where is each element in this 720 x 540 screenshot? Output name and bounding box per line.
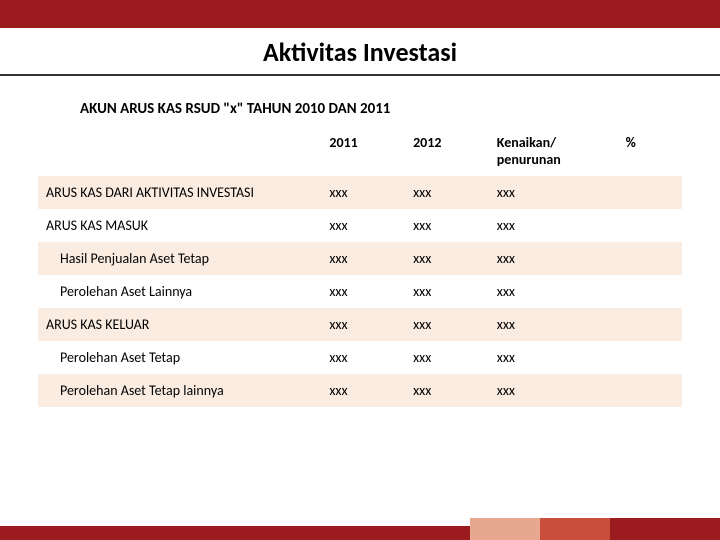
row-value bbox=[618, 275, 682, 308]
table-row: ARUS KAS KELUARxxxxxxxxx bbox=[38, 308, 682, 341]
deco-bar bbox=[470, 518, 540, 540]
row-label: Perolehan Aset Tetap bbox=[38, 341, 321, 374]
row-value: xxx bbox=[405, 341, 489, 374]
row-value: xxx bbox=[321, 374, 405, 407]
row-label: Hasil Penjualan Aset Tetap bbox=[38, 242, 321, 275]
col-header-change: Kenaikan/ penurunan bbox=[489, 126, 618, 176]
row-value: xxx bbox=[489, 308, 618, 341]
row-value bbox=[618, 242, 682, 275]
row-value bbox=[618, 374, 682, 407]
row-value bbox=[618, 176, 682, 209]
row-value: xxx bbox=[321, 341, 405, 374]
investment-table: 2011 2012 Kenaikan/ penurunan % ARUS KAS… bbox=[38, 126, 682, 407]
col-header-2011: 2011 bbox=[321, 126, 405, 176]
title-section: Aktivitas Investasi bbox=[0, 28, 720, 76]
row-label: ARUS KAS KELUAR bbox=[38, 308, 321, 341]
row-value: xxx bbox=[405, 275, 489, 308]
row-value: xxx bbox=[321, 209, 405, 242]
row-value bbox=[618, 308, 682, 341]
row-label: ARUS KAS DARI AKTIVITAS INVESTASI bbox=[38, 176, 321, 209]
row-value: xxx bbox=[405, 242, 489, 275]
table-header-row: 2011 2012 Kenaikan/ penurunan % bbox=[38, 126, 682, 176]
table-row: Hasil Penjualan Aset Tetapxxxxxxxxx bbox=[38, 242, 682, 275]
table-row: ARUS KAS MASUKxxxxxxxxx bbox=[38, 209, 682, 242]
deco-bar bbox=[540, 518, 610, 540]
row-value: xxx bbox=[489, 176, 618, 209]
table-subtitle: AKUN ARUS KAS RSUD "x" TAHUN 2010 DAN 20… bbox=[38, 94, 682, 126]
row-value: xxx bbox=[321, 308, 405, 341]
row-value: xxx bbox=[489, 341, 618, 374]
deco-bar bbox=[0, 526, 470, 540]
row-value bbox=[618, 209, 682, 242]
col-header-label bbox=[38, 126, 321, 176]
row-value: xxx bbox=[489, 275, 618, 308]
table-body: ARUS KAS DARI AKTIVITAS INVESTASIxxxxxxx… bbox=[38, 176, 682, 407]
row-value: xxx bbox=[489, 242, 618, 275]
deco-bar bbox=[610, 518, 720, 540]
table-row: Perolehan Aset Tetap lainnyaxxxxxxxxx bbox=[38, 374, 682, 407]
row-value: xxx bbox=[405, 374, 489, 407]
table-row: Perolehan Aset Tetapxxxxxxxxx bbox=[38, 341, 682, 374]
row-value: xxx bbox=[405, 209, 489, 242]
row-value: xxx bbox=[405, 176, 489, 209]
row-value: xxx bbox=[321, 275, 405, 308]
row-label: Perolehan Aset Lainnya bbox=[38, 275, 321, 308]
row-value: xxx bbox=[489, 209, 618, 242]
row-value: xxx bbox=[405, 308, 489, 341]
col-header-2012: 2012 bbox=[405, 126, 489, 176]
top-bar bbox=[0, 0, 720, 28]
page-title: Aktivitas Investasi bbox=[0, 36, 720, 68]
table-row: ARUS KAS DARI AKTIVITAS INVESTASIxxxxxxx… bbox=[38, 176, 682, 209]
row-value: xxx bbox=[321, 242, 405, 275]
row-label: Perolehan Aset Tetap lainnya bbox=[38, 374, 321, 407]
table-container: AKUN ARUS KAS RSUD "x" TAHUN 2010 DAN 20… bbox=[38, 94, 682, 407]
bottom-decoration bbox=[0, 512, 720, 540]
col-header-percent: % bbox=[618, 126, 682, 176]
table-row: Perolehan Aset Lainnyaxxxxxxxxx bbox=[38, 275, 682, 308]
row-value: xxx bbox=[321, 176, 405, 209]
row-value: xxx bbox=[489, 374, 618, 407]
row-label: ARUS KAS MASUK bbox=[38, 209, 321, 242]
row-value bbox=[618, 341, 682, 374]
